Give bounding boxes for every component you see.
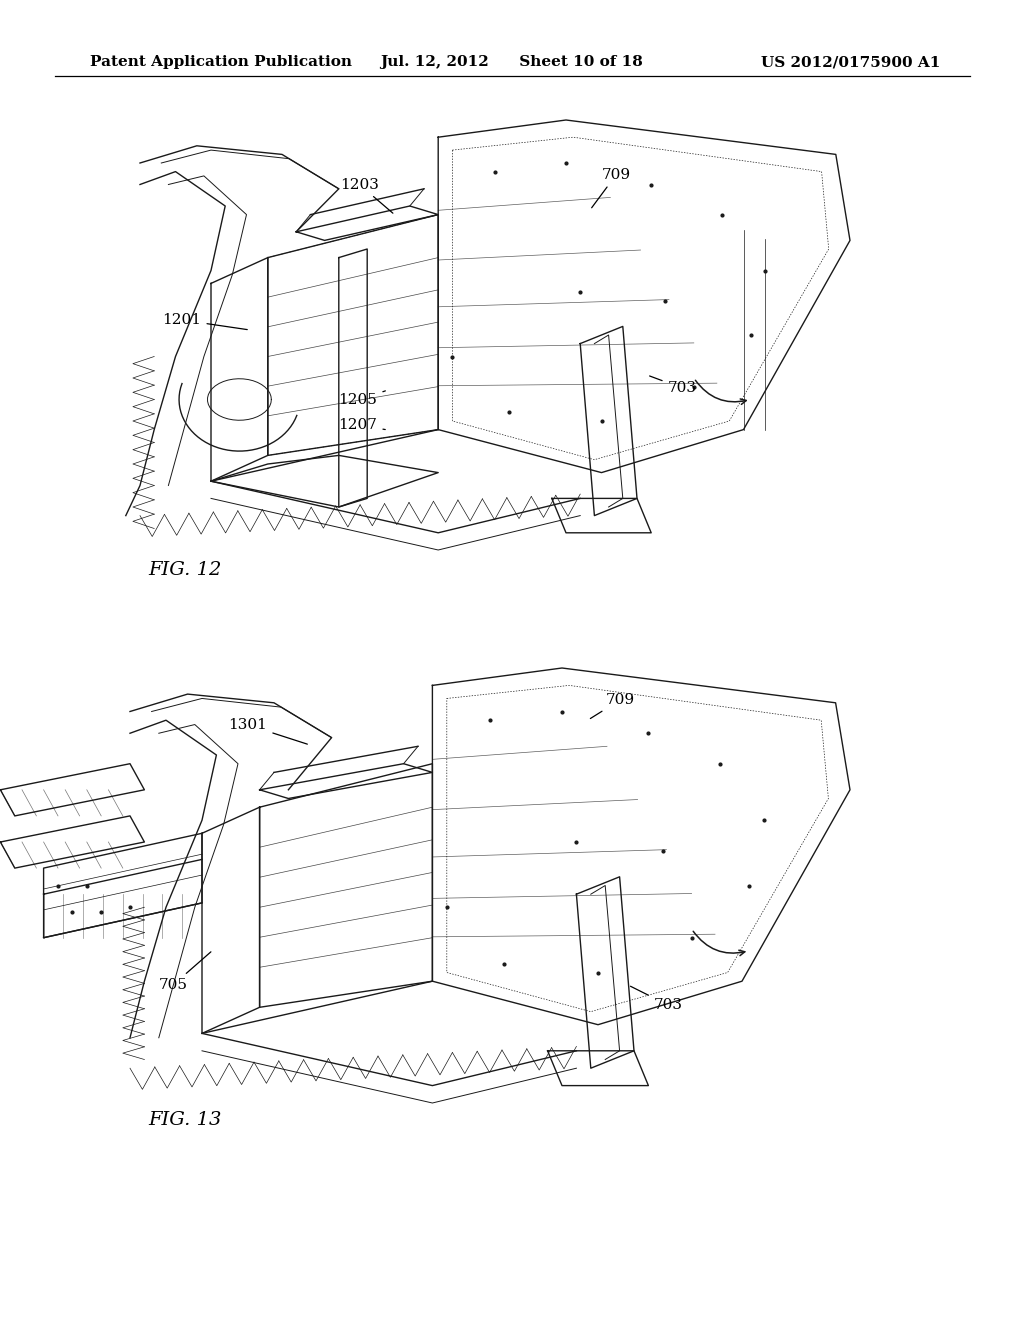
Text: 705: 705 bbox=[159, 952, 211, 993]
Text: Patent Application Publication: Patent Application Publication bbox=[90, 55, 352, 69]
Text: 703: 703 bbox=[649, 376, 696, 395]
Text: 1203: 1203 bbox=[341, 178, 393, 214]
Text: Jul. 12, 2012  Sheet 10 of 18: Jul. 12, 2012 Sheet 10 of 18 bbox=[381, 55, 643, 69]
Text: 1205: 1205 bbox=[339, 391, 385, 407]
Text: 703: 703 bbox=[631, 986, 683, 1012]
Text: 1207: 1207 bbox=[339, 418, 385, 432]
Text: 1301: 1301 bbox=[228, 718, 307, 744]
Text: US 2012/0175900 A1: US 2012/0175900 A1 bbox=[761, 55, 940, 69]
Text: 709: 709 bbox=[592, 168, 631, 207]
Text: 1201: 1201 bbox=[163, 313, 247, 330]
Text: 709: 709 bbox=[591, 693, 635, 718]
Text: FIG. 13: FIG. 13 bbox=[148, 1111, 221, 1129]
Text: FIG. 12: FIG. 12 bbox=[148, 561, 221, 579]
